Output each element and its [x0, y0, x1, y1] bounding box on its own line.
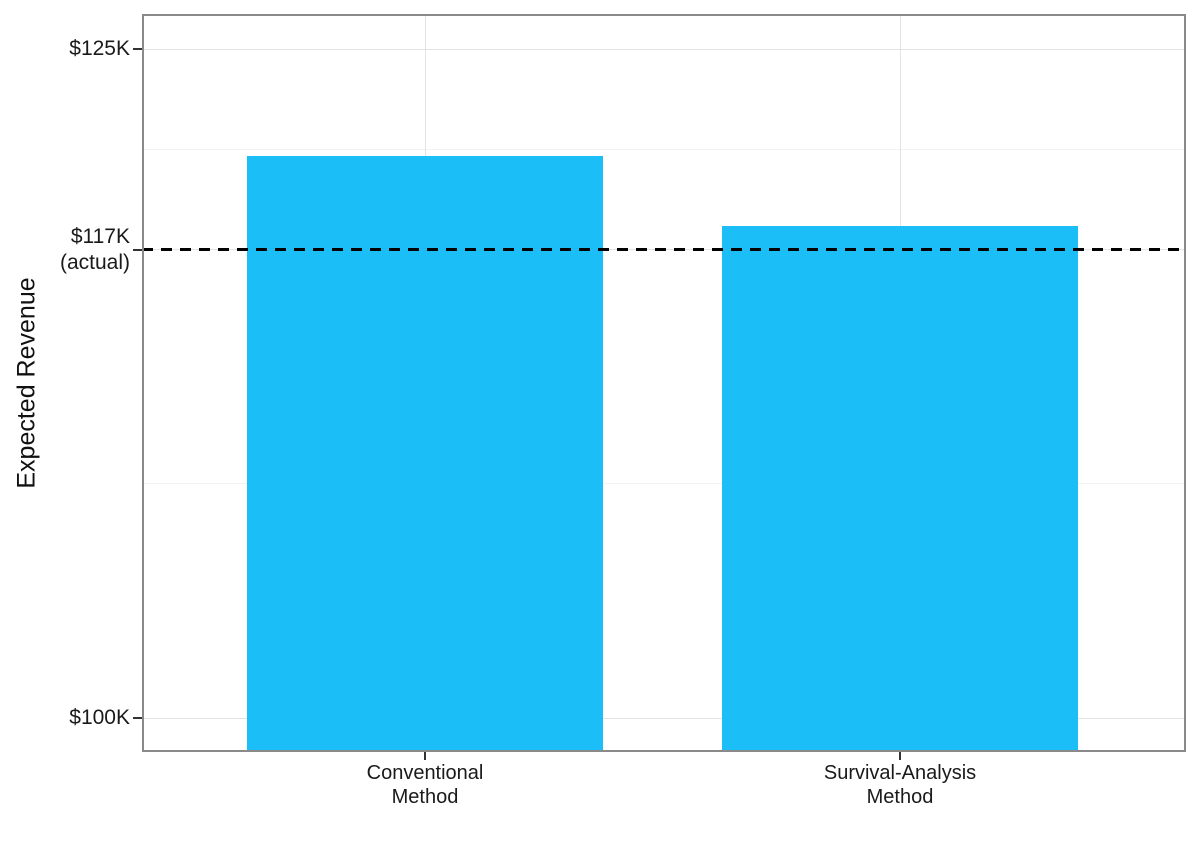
y-tick-label-100k: $100K — [69, 705, 130, 731]
actual-revenue-dashed-line — [142, 248, 1186, 252]
x-tick-mark — [424, 752, 426, 760]
bar-conventional-method — [247, 156, 603, 752]
gridline-y-major — [142, 48, 1186, 50]
bar-survival-analysis-method — [722, 225, 1078, 752]
y-tick-mark — [133, 48, 142, 50]
y-tick-mark — [133, 248, 142, 251]
x-label-survival-analysis-method: Survival-Analysis Method — [824, 761, 976, 809]
y-tick-label-line: (actual) — [59, 250, 130, 274]
gridline-y-minor — [142, 148, 1186, 150]
x-tick-mark — [899, 752, 901, 760]
x-label-line: Method — [391, 786, 459, 808]
x-label-conventional-method: Conventional Method — [367, 761, 484, 809]
y-tick-label-125k: $125K — [69, 36, 130, 62]
x-label-line: Conventional — [366, 762, 484, 784]
plot-panel — [142, 14, 1186, 752]
y-tick-mark — [133, 717, 142, 719]
y-tick-label-line: $117K — [70, 224, 130, 248]
y-tick-label-line: $100K — [69, 706, 130, 729]
y-tick-label-117k-actual: $117K (actual) — [60, 224, 130, 276]
x-label-line: Method — [866, 786, 934, 808]
y-tick-label-line: $125K — [69, 37, 130, 60]
y-axis-title: Expected Revenue — [12, 277, 41, 489]
gridline-y-minor — [142, 483, 1186, 485]
gridline-y-major — [142, 717, 1186, 719]
x-label-line: Survival-Analysis — [823, 762, 977, 784]
